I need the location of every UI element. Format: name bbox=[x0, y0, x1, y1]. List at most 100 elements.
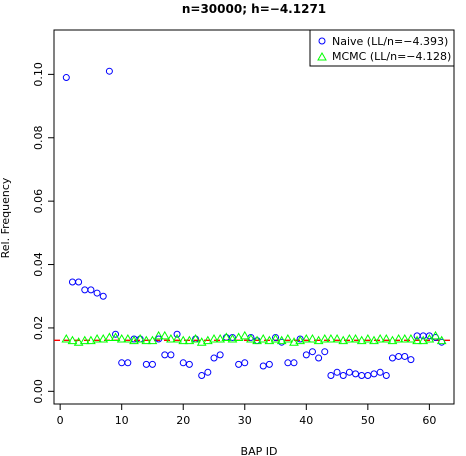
data-point bbox=[264, 335, 275, 345]
data-point bbox=[122, 334, 133, 343]
data-point bbox=[301, 334, 312, 343]
data-point bbox=[112, 330, 120, 338]
data-point bbox=[62, 74, 70, 82]
data-point bbox=[313, 335, 324, 345]
legend-entry: Naive (LL/n=−4.393) bbox=[332, 35, 448, 48]
data-point bbox=[270, 334, 281, 343]
data-point bbox=[202, 335, 213, 345]
data-point bbox=[178, 335, 189, 345]
data-point bbox=[235, 360, 243, 368]
y-tick-label: 0.06 bbox=[32, 189, 45, 214]
data-point bbox=[233, 332, 244, 341]
data-point bbox=[153, 330, 164, 340]
data-point bbox=[259, 362, 267, 370]
data-point bbox=[326, 334, 336, 343]
data-point bbox=[252, 335, 262, 345]
data-point bbox=[185, 360, 193, 368]
data-point bbox=[436, 335, 447, 345]
data-point bbox=[406, 334, 416, 343]
data-point bbox=[376, 368, 384, 376]
data-point bbox=[352, 370, 360, 378]
x-tick-label: 20 bbox=[176, 414, 190, 427]
data-point bbox=[141, 335, 152, 345]
data-point bbox=[382, 371, 390, 379]
data-point bbox=[332, 334, 342, 343]
data-point bbox=[308, 348, 316, 356]
data-point bbox=[387, 335, 398, 345]
legend-entry: MCMC (LL/n=−4.128) bbox=[332, 50, 451, 63]
data-point bbox=[412, 335, 422, 345]
data-point bbox=[148, 360, 156, 368]
data-point bbox=[338, 335, 349, 345]
data-point bbox=[307, 334, 318, 343]
data-point bbox=[315, 354, 323, 362]
x-tick-label: 30 bbox=[238, 414, 252, 427]
data-point bbox=[282, 334, 293, 343]
data-point bbox=[92, 334, 102, 343]
y-tick-label: 0.08 bbox=[32, 126, 45, 151]
data-point bbox=[67, 335, 78, 345]
series-naive bbox=[62, 67, 446, 379]
data-point bbox=[179, 359, 187, 367]
data-point bbox=[239, 330, 250, 340]
data-point bbox=[246, 334, 256, 343]
series-mcmc bbox=[61, 330, 447, 346]
data-point bbox=[104, 332, 115, 341]
data-point bbox=[227, 334, 238, 343]
data-point bbox=[147, 335, 158, 345]
x-tick-label: 0 bbox=[57, 414, 64, 427]
data-point bbox=[321, 348, 329, 356]
data-point bbox=[345, 368, 353, 376]
data-point bbox=[358, 371, 366, 379]
data-point bbox=[110, 332, 121, 341]
data-point bbox=[87, 286, 95, 294]
plot-frame bbox=[53, 29, 455, 405]
y-tick-label: 0.02 bbox=[32, 316, 45, 341]
data-point bbox=[393, 334, 404, 343]
data-point bbox=[159, 330, 170, 340]
data-point bbox=[295, 335, 306, 345]
data-point bbox=[302, 351, 310, 359]
data-point bbox=[173, 330, 181, 338]
data-point bbox=[289, 337, 299, 346]
data-point bbox=[395, 352, 403, 360]
data-point bbox=[364, 371, 372, 379]
data-point bbox=[425, 332, 433, 340]
data-point bbox=[79, 335, 90, 345]
data-point bbox=[196, 337, 207, 346]
x-tick-label: 60 bbox=[422, 414, 436, 427]
data-point bbox=[86, 335, 96, 345]
plot-area: 0 10 20 30 40 50 60 0.00 0.02 0.04 0.06 0.08 0.10 bbox=[32, 29, 455, 427]
data-point bbox=[161, 351, 169, 359]
data-point bbox=[105, 67, 113, 75]
x-axis-label: BAP ID bbox=[241, 445, 278, 456]
data-point bbox=[216, 351, 224, 359]
legend-marker bbox=[318, 37, 326, 45]
y-tick-label: 0.10 bbox=[32, 62, 45, 87]
data-point bbox=[99, 292, 107, 300]
data-point bbox=[362, 334, 373, 343]
data-point bbox=[418, 335, 429, 345]
x-tick-label: 10 bbox=[115, 414, 129, 427]
data-point bbox=[167, 351, 175, 359]
data-point bbox=[184, 335, 195, 345]
chart-title: n=30000; h=−4.1271 bbox=[182, 2, 326, 16]
data-point bbox=[198, 371, 206, 379]
data-point bbox=[388, 354, 396, 362]
data-point bbox=[356, 335, 367, 345]
data-point bbox=[333, 368, 341, 376]
data-point bbox=[381, 334, 392, 343]
data-point bbox=[75, 278, 83, 286]
data-point bbox=[401, 352, 409, 360]
y-axis-label: Rel. Frequency bbox=[0, 177, 12, 258]
data-point bbox=[61, 334, 72, 343]
data-point bbox=[98, 334, 109, 343]
data-point bbox=[241, 359, 249, 367]
data-point bbox=[276, 335, 287, 345]
data-point bbox=[209, 334, 219, 343]
data-point bbox=[350, 334, 361, 343]
data-point bbox=[339, 371, 347, 379]
data-point bbox=[118, 359, 126, 367]
data-point bbox=[68, 278, 76, 286]
